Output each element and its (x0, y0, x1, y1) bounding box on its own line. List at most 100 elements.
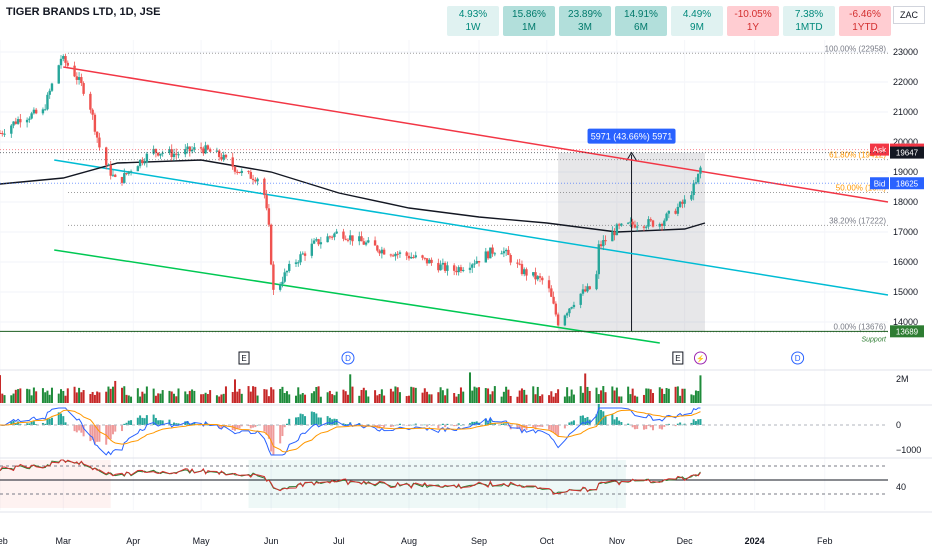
volume-bar (209, 390, 212, 403)
volume-bar (0, 375, 1, 403)
y-tick-label: 17000 (893, 227, 918, 237)
candle-body (459, 267, 463, 271)
macd-histogram-bar (346, 424, 349, 425)
volume-bar (441, 390, 444, 403)
candle-body (240, 170, 243, 174)
candle-body (489, 247, 492, 259)
volume-bar (157, 393, 160, 403)
volume-bar (462, 391, 465, 403)
candle-body (667, 210, 671, 214)
volume-bar (288, 394, 291, 403)
volume-bar (642, 394, 645, 403)
macd-histogram-bar (667, 423, 670, 425)
candle-body (665, 213, 668, 221)
candle-body (75, 76, 79, 80)
volume-bar (597, 394, 600, 403)
candle-body (12, 121, 15, 126)
candle-body (204, 145, 207, 154)
candle-body (161, 152, 164, 154)
volume-bar (439, 387, 442, 403)
dividend-letter: D (795, 354, 801, 363)
candle-body (281, 281, 284, 285)
volume-bar (581, 392, 584, 403)
candle-body (310, 243, 314, 256)
candle-body (423, 257, 426, 259)
macd-histogram-bar (652, 425, 655, 431)
macd-histogram-bar (518, 425, 521, 429)
volume-bar (136, 388, 139, 403)
volume-bar (121, 387, 124, 403)
candle-body (285, 270, 289, 273)
volume-bar (317, 386, 320, 403)
perf-value: -10.05% (734, 9, 772, 20)
volume-bar (224, 386, 227, 403)
y-tick-label: 18000 (893, 197, 918, 207)
macd-histogram-bar (19, 423, 22, 425)
stoch-overbought-zone (248, 460, 626, 508)
perf-period: 1Y (746, 22, 760, 33)
earnings-marker (672, 351, 684, 365)
volume-axis-label: 2M (896, 374, 909, 384)
candle-body (0, 133, 2, 134)
stoch-d-line (0, 459, 701, 495)
macd-histogram-bar (694, 421, 697, 425)
macd-histogram-bar (620, 422, 623, 425)
volume-bar (620, 396, 623, 403)
perf-period: 9M (690, 22, 704, 33)
macd-histogram-bar (62, 416, 65, 425)
candle-body (342, 231, 345, 239)
macd-histogram-bar (493, 423, 496, 425)
macd-histogram-bar (500, 423, 503, 425)
macd-histogram-bar (459, 424, 462, 426)
candle-body (556, 314, 560, 326)
perf-period: 1M (522, 22, 536, 33)
candle-body (312, 240, 316, 244)
perf-box-6m: 14.91% 6M (615, 6, 667, 36)
volume-bar (430, 394, 433, 403)
macd-histogram-bar (692, 419, 695, 425)
candle-body (663, 220, 666, 226)
x-tick-label: Sep (471, 536, 487, 546)
candle-body (123, 173, 126, 183)
macd-histogram-bar (41, 422, 44, 425)
candle-body (208, 149, 212, 152)
volume-bar (236, 391, 239, 403)
candle-body (238, 171, 241, 174)
volume-bar (365, 390, 368, 403)
macd-histogram-bar (566, 425, 569, 426)
candle-body (645, 226, 648, 228)
candle-body (254, 180, 257, 182)
candle-body (231, 157, 234, 167)
macd-histogram-bar (50, 417, 53, 425)
candle-body (143, 162, 146, 164)
macd-histogram-bar (28, 423, 31, 425)
volume-bar (349, 374, 352, 403)
candle-body (678, 201, 682, 207)
volume-bar (667, 388, 670, 403)
candle-body (46, 94, 49, 110)
volume-bar (444, 395, 447, 403)
candle-body (129, 171, 133, 173)
candle-body (378, 250, 381, 254)
volume-bar (281, 386, 284, 403)
candle-body (611, 231, 614, 242)
macd-histogram-bar (249, 425, 252, 429)
currency-selector[interactable]: ZAC (893, 6, 925, 24)
volume-bar (457, 393, 460, 403)
volume-bar (123, 386, 126, 403)
candle-body (398, 252, 402, 254)
macd-histogram-bar (281, 425, 284, 437)
candle-body (364, 242, 368, 245)
candle-body (579, 293, 582, 305)
volume-bar (62, 390, 65, 403)
x-tick-label: May (193, 536, 211, 546)
macd-histogram-bar (98, 425, 101, 442)
candle-body (14, 121, 18, 124)
channel-line (54, 159, 889, 296)
macd-histogram-bar (539, 425, 542, 427)
volume-bar (428, 394, 431, 403)
price-tag-label-bg (870, 177, 889, 190)
volume-bar (541, 394, 544, 403)
dividend-marker (791, 351, 805, 365)
